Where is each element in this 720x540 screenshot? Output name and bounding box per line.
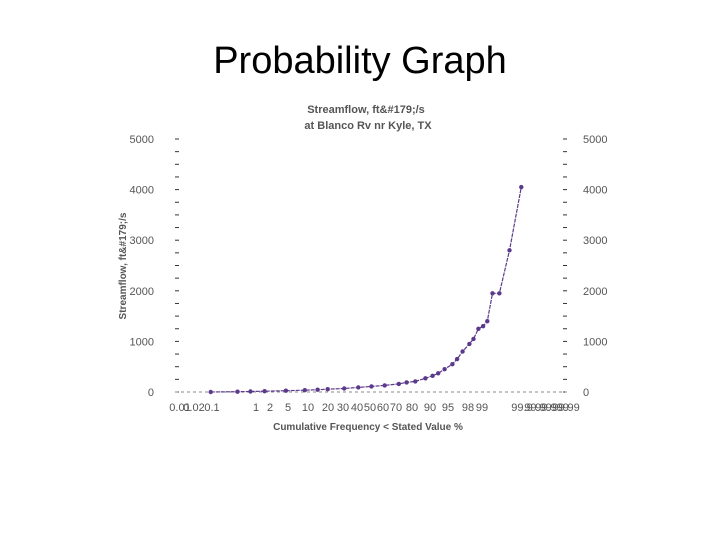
x-tick-label: 20 xyxy=(322,402,334,414)
y-tick-label-left: 2000 xyxy=(130,286,154,298)
x-tick-label: 99.999 xyxy=(535,402,569,414)
x-tick-label: 99.99 xyxy=(524,402,552,414)
data-point xyxy=(460,349,465,354)
data-point xyxy=(436,371,441,376)
data-point xyxy=(471,336,476,342)
data-point xyxy=(262,389,267,394)
data-point xyxy=(490,291,495,296)
data-point xyxy=(342,386,347,391)
chart-title: Streamflow, ft&#179;/s xyxy=(307,104,425,116)
x-tick-label: 2 xyxy=(267,402,273,414)
x-tick-label: 90 xyxy=(424,402,436,414)
x-tick-label: 98 xyxy=(462,402,474,414)
data-point xyxy=(476,326,481,331)
data-point xyxy=(507,248,512,253)
y-tick-label-right: 5000 xyxy=(583,134,607,146)
y-tick-label-left: 3000 xyxy=(130,235,154,247)
data-point xyxy=(430,373,435,378)
y-tick-label-left: 4000 xyxy=(130,185,154,197)
data-point xyxy=(480,324,486,329)
y-tick-label-right: 4000 xyxy=(583,185,607,197)
y-tick-label-right: 2000 xyxy=(583,286,607,298)
x-tick-label: 99.9 xyxy=(511,402,532,414)
x-axis-label: Cumulative Frequency < Stated Value % xyxy=(273,422,463,433)
series xyxy=(208,184,524,395)
x-tick-label: 60 xyxy=(377,402,389,414)
x-tick-label: 1 xyxy=(253,402,259,414)
data-point xyxy=(485,319,490,324)
x-tick-label: 50 xyxy=(364,402,376,414)
data-point xyxy=(356,385,361,390)
y-tick-label-left: 5000 xyxy=(130,134,154,146)
slide-title: Probability Graph xyxy=(213,40,507,82)
y-tick-label-right: 1000 xyxy=(583,336,607,348)
x-tick-label: 99.99 xyxy=(552,402,580,414)
x-tick-label: 99 xyxy=(476,402,488,414)
x-tick-label: 40 xyxy=(351,402,363,414)
x-tick-label: 10 xyxy=(302,402,314,414)
y-axis-label: Streamflow, ft&#179;/s xyxy=(118,212,129,319)
x-tick-label: 70 xyxy=(390,402,402,414)
data-point xyxy=(396,381,401,387)
data-point xyxy=(519,184,524,190)
data-point xyxy=(325,387,330,392)
data-point xyxy=(369,384,374,389)
y-tick-label-left: 0 xyxy=(148,387,154,399)
data-point xyxy=(382,383,387,388)
data-point xyxy=(248,389,253,394)
data-point xyxy=(467,341,472,347)
y-tick-label-right: 3000 xyxy=(583,235,607,247)
data-point xyxy=(450,362,455,367)
x-tick-label: 0.1 xyxy=(204,402,219,414)
data-point xyxy=(454,356,460,362)
data-point xyxy=(442,367,447,372)
x-tick-label: 80 xyxy=(406,402,418,414)
data-point xyxy=(235,389,240,394)
data-point xyxy=(208,389,213,395)
series-line xyxy=(210,186,522,393)
chart-subtitle: at Blanco Rv nr Kyle, TX xyxy=(304,120,432,132)
y-tick-label-left: 1000 xyxy=(130,336,154,348)
data-point xyxy=(283,388,289,393)
y-tick-label-right: 0 xyxy=(583,387,589,399)
data-point xyxy=(302,388,307,393)
x-tick-label: 5 xyxy=(285,402,291,414)
data-point xyxy=(404,380,409,385)
data-point xyxy=(497,291,502,296)
x-tick-label: 0.01 xyxy=(169,402,190,414)
x-tick-label: 0.02 xyxy=(183,402,204,414)
data-point xyxy=(423,376,428,381)
data-point xyxy=(413,379,418,384)
data-point xyxy=(315,387,320,392)
x-tick-label: 30 xyxy=(337,402,349,414)
x-tick-label: 95 xyxy=(442,402,454,414)
